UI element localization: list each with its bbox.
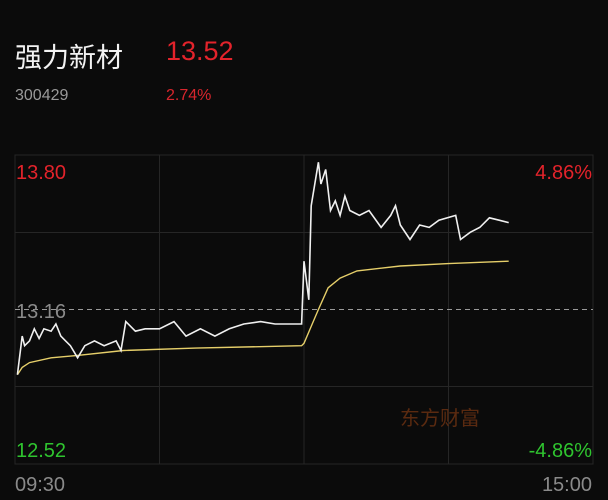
stock-code: 300429 <box>15 87 69 104</box>
x-label-start: 09:30 <box>15 474 65 496</box>
y-label-prev-close: 13.16 <box>16 301 66 323</box>
stock-name: 强力新材 <box>15 43 123 74</box>
current-price: 13.52 <box>166 36 234 66</box>
x-label-end: 15:00 <box>542 474 592 496</box>
change-percent: 2.74% <box>166 87 212 104</box>
y-label-bottom-pct: -4.86% <box>529 440 593 462</box>
grid <box>14 154 594 465</box>
y-label-top-pct: 4.86% <box>535 162 592 184</box>
price-line <box>16 162 509 375</box>
average-price-line <box>16 260 509 376</box>
y-label-top: 13.80 <box>16 162 66 184</box>
y-label-bottom: 12.52 <box>16 440 66 462</box>
watermark-logo: 东方财富 <box>400 407 480 430</box>
